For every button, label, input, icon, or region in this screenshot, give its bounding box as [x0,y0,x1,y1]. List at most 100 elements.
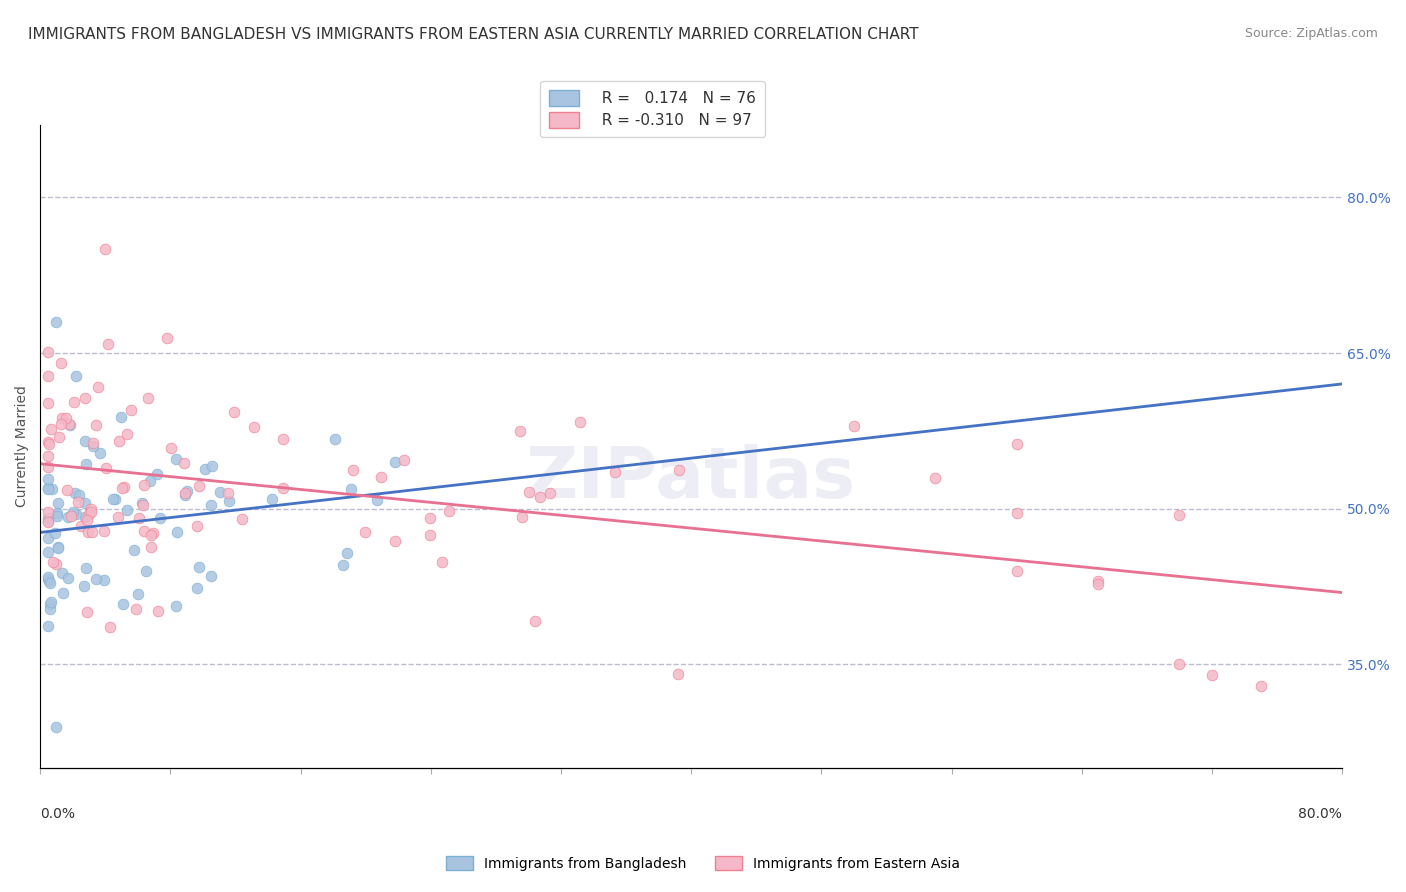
Point [146,604,169,618]
Point [80,501,103,516]
Point [75,391,97,405]
Point [79,507,101,521]
Point [51,356,73,370]
Point [509,424,531,438]
Point [76,513,98,527]
Point [924,471,946,485]
Point [45,506,67,520]
Point [77,525,100,540]
Point [37,459,59,474]
Point [188,478,211,492]
Point [41,482,63,496]
Point [173,456,195,470]
Point [218,493,240,508]
Point [76,605,98,619]
Point [1168,508,1191,522]
Point [37,545,59,559]
Point [86,418,108,433]
Point [430,555,453,569]
Point [38,436,60,450]
Point [111,481,134,495]
Point [122,542,145,557]
Point [101,491,124,506]
Point [336,546,359,560]
Point [37,514,59,528]
Point [134,524,156,538]
Point [128,511,150,525]
Point [37,532,59,546]
Point [38,598,60,612]
Point [186,581,208,595]
Point [568,415,591,429]
Point [174,487,197,501]
Point [217,486,239,500]
Point [56,483,79,497]
Point [46,540,69,554]
Point [668,463,690,477]
Text: ZIPatlas: ZIPatlas [526,444,856,513]
Legend: Immigrants from Bangladesh, Immigrants from Eastern Asia: Immigrants from Bangladesh, Immigrants f… [440,850,966,876]
Point [59,508,82,523]
Point [37,472,59,486]
Point [176,483,198,498]
Point [89,446,111,460]
Point [538,486,561,500]
Point [87,380,110,394]
Point [52,586,75,600]
Point [419,510,441,524]
Point [66,495,89,509]
Point [340,482,363,496]
Point [136,391,159,405]
Point [354,524,377,539]
Point [194,462,217,476]
Point [100,620,122,634]
Point [231,512,253,526]
Point [45,557,67,571]
Point [200,569,222,583]
Point [73,434,96,449]
Point [107,510,129,524]
Point [67,488,90,502]
Point [39,595,62,609]
Point [166,524,188,539]
Point [131,496,153,510]
Point [142,525,165,540]
Point [96,461,118,475]
Point [39,575,62,590]
Point [392,453,415,467]
Point [93,573,115,587]
Point [224,404,246,418]
Point [51,566,73,581]
Point [366,493,388,508]
Point [437,504,460,518]
Point [125,602,148,616]
Point [37,572,59,586]
Point [51,410,73,425]
Point [120,403,142,417]
Point [104,492,127,507]
Point [82,439,104,453]
Point [1250,679,1272,693]
Point [384,533,406,548]
Text: IMMIGRANTS FROM BANGLADESH VS IMMIGRANTS FROM EASTERN ASIA CURRENTLY MARRIED COR: IMMIGRANTS FROM BANGLADESH VS IMMIGRANTS… [28,27,918,42]
Point [132,477,155,491]
Point [132,499,155,513]
Point [165,599,187,613]
Point [110,410,132,425]
Point [517,485,540,500]
Point [93,524,115,538]
Point [45,720,67,734]
Point [200,459,222,474]
Point [58,571,80,585]
Point [141,528,163,542]
Point [73,496,96,510]
Point [135,564,157,578]
Point [271,481,294,495]
Point [512,509,534,524]
Point [49,417,72,432]
Point [370,470,392,484]
Point [37,450,59,464]
Point [209,485,232,500]
Point [842,419,865,434]
Point [146,467,169,482]
